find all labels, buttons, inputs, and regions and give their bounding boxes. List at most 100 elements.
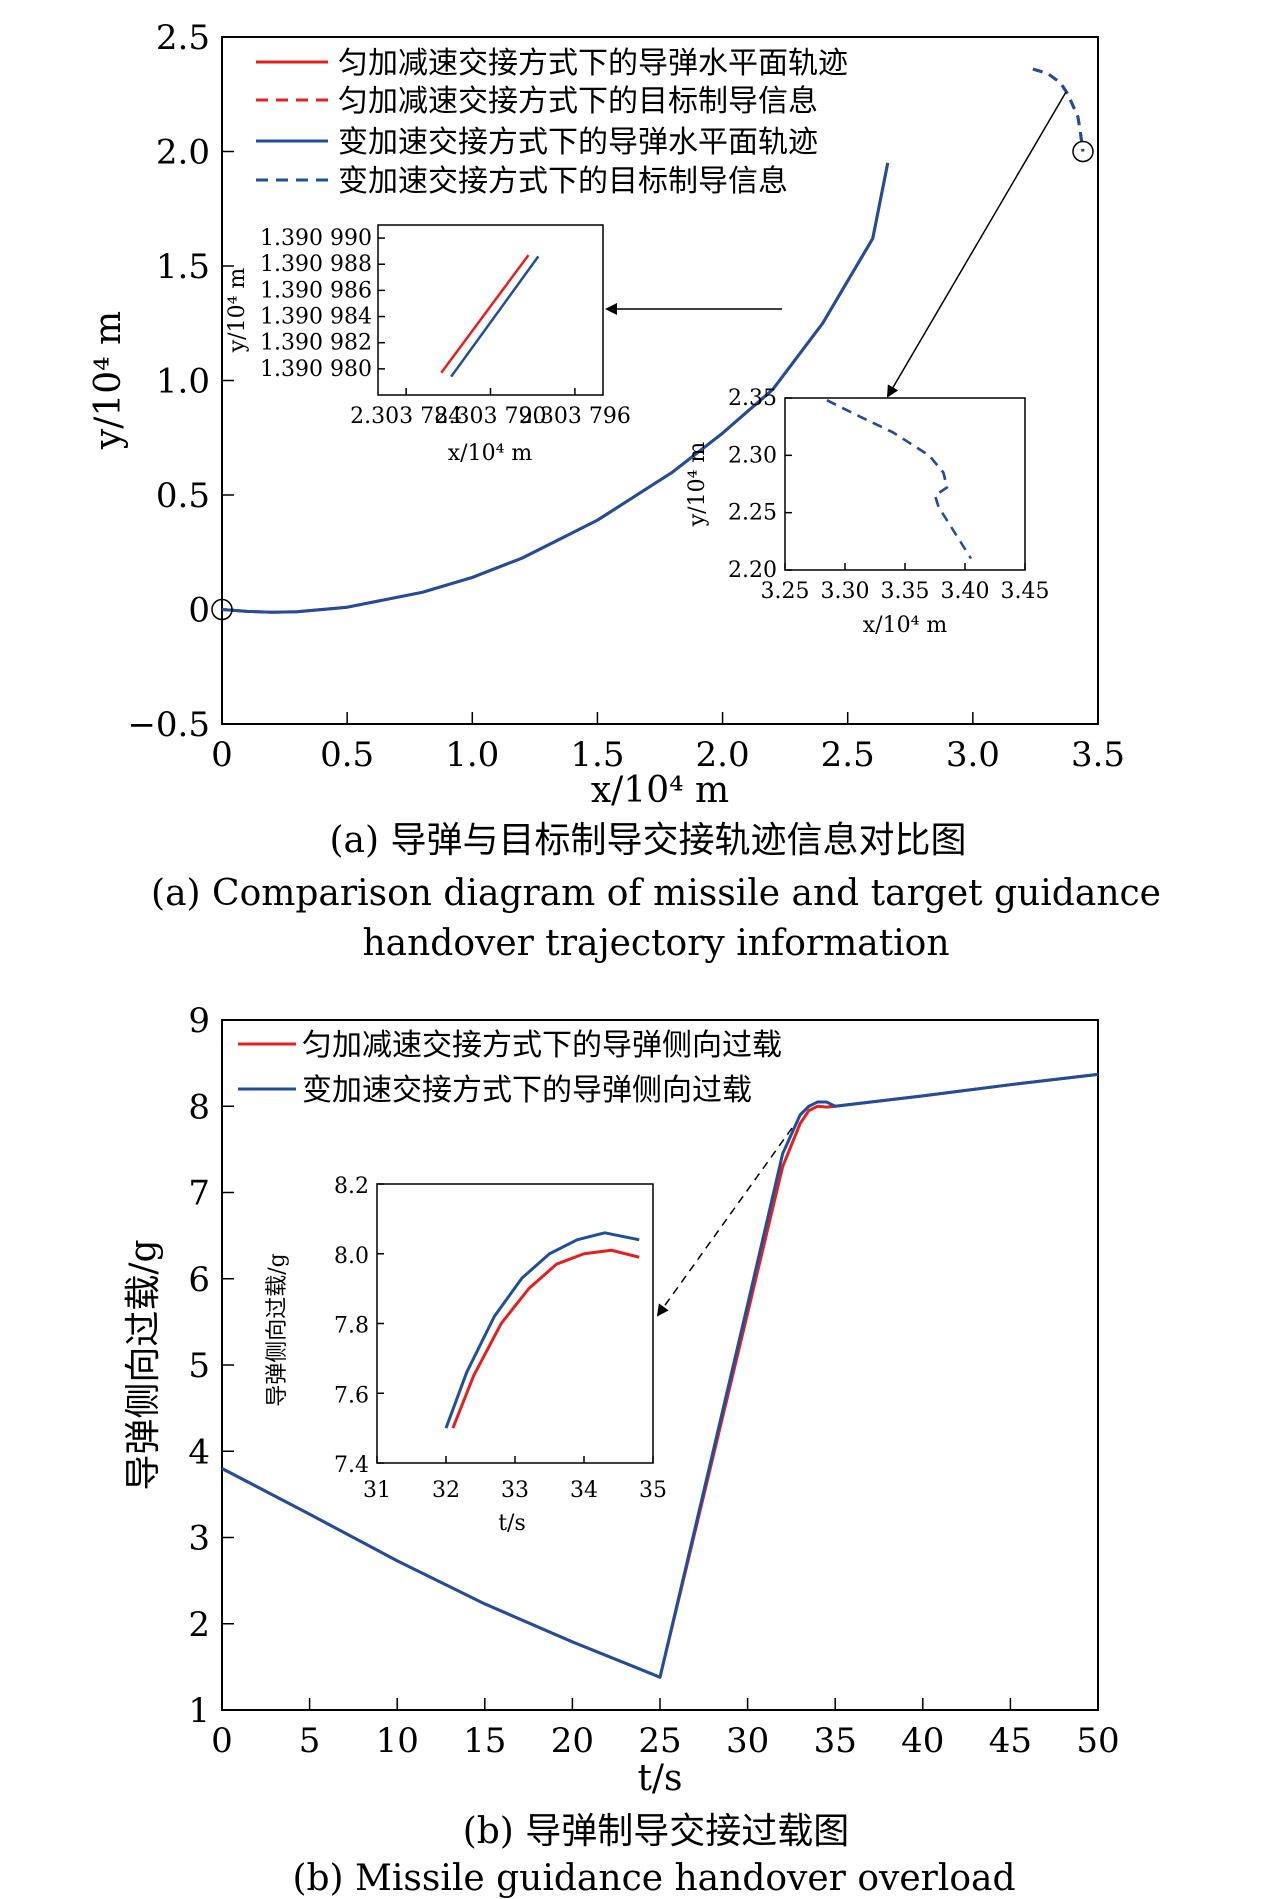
x-tick-label: 10 [376,1721,419,1761]
y-tick-label: 6 [188,1260,210,1300]
inset-series [826,399,973,560]
inset-x-tick-label: 3.25 [761,579,810,604]
inset-x-tick-label: 32 [432,1478,460,1503]
x-tick-label: 35 [814,1721,857,1761]
x-tick-label: 1.0 [445,735,499,775]
caption-a-chinese: (a) 导弹与目标制导交接轨迹信息对比图 [330,820,967,861]
x-tick-label: 25 [638,1721,681,1761]
inset-zoom-overload: 31 32 33 34 35 7.4 7.6 7.8 8.0 8.2 t/s 导弹侧向过载/g [265,1174,667,1536]
inset-x-tick-label: 3.30 [821,579,870,604]
x-tick-label: 3.5 [1071,735,1125,775]
inset-x-tick-label: 3.40 [941,579,990,604]
inset-x-axis-label: t/s [498,1511,526,1536]
y-tick-label: 2.0 [156,133,210,173]
inset-ticks: 31 32 33 34 35 7.4 7.6 7.8 8.0 8.2 [334,1174,667,1503]
inset-series [440,254,540,378]
y-tick-label: 5 [188,1346,210,1386]
legend-label: 匀加减速交接方式下的导弹水平面轨迹 [338,46,848,81]
inset-x-tick-label: 3.35 [881,579,930,604]
inset-y-tick-label: 2.35 [728,386,777,411]
inset-frame [784,397,1026,571]
inset-y-axis-label: 导弹侧向过载/g [265,1253,290,1407]
inset-y-tick-label: 7.4 [334,1453,369,1478]
inset-series [444,1231,640,1429]
caption-b-english: (b) Missile guidance handover overload [292,1858,1015,1899]
legend-label: 变加速交接方式下的导弹水平面轨迹 [338,125,818,160]
series-line [1032,67,1085,152]
inset-y-tick-label: 7.8 [334,1314,369,1339]
inset-y-axis-label: y/10⁴ m [225,268,250,354]
inset-zoom-target: 3.25 3.30 3.35 3.40 3.45 2.20 2.25 2.30 2.35 x/1… [685,386,1049,638]
inset-x-tick-label: 34 [570,1478,598,1503]
inset-x-axis-label: x/10⁴ m [448,441,533,466]
x-tick-label: 15 [463,1721,506,1761]
x-tick-label: 40 [901,1721,944,1761]
inset-x-tick-label: 35 [639,1478,667,1503]
inset-series-line [440,254,530,374]
inset-x-tick-label: 31 [363,1478,391,1503]
y-tick-label: 4 [188,1432,210,1472]
x-tick-label: 0 [211,735,233,775]
inset-y-tick-label: 8.2 [334,1174,369,1199]
x-axis-label: x/10⁴ m [591,770,729,811]
inset-y-tick-label: 2.20 [728,558,777,583]
inset-series-line [450,255,540,378]
caption-a-english-1: (a) Comparison diagram of missile and ta… [151,873,1161,914]
legend: 匀加减速交接方式下的导弹侧向过载 变加速交接方式下的导弹侧向过载 [238,1028,782,1108]
y-tick-label: 8 [188,1087,210,1127]
series-group [221,1072,1099,1679]
caption-a-english-2: handover trajectory information [362,923,949,964]
pointer-arrow [656,1127,793,1317]
series-line [1032,67,1085,152]
x-tick-label: 30 [726,1721,769,1761]
x-axis-label: t/s [637,1758,682,1799]
caption-b-chinese: (b) 导弹制导交接过载图 [463,1811,850,1852]
marker-circles [211,140,1094,621]
legend-label: 变加速交接方式下的目标制导信息 [338,164,788,199]
y-tick-label: 1 [188,1691,210,1731]
y-tick-label: 3 [188,1519,210,1559]
x-tick-label: 0 [211,1721,233,1761]
inset-x-tick-label: 33 [501,1478,529,1503]
y-tick-label: 1.0 [156,362,210,402]
inset-y-tick-label: 8.0 [334,1244,369,1269]
inset-y-tick-label: 1.390 982 [260,331,372,356]
y-tick-label: 7 [188,1174,210,1214]
inset-x-tick-label: 2.303 784 [350,404,462,429]
y-tick-label: 9 [188,1001,210,1041]
x-tick-label: 2.0 [696,735,750,775]
marker-circle [1072,140,1094,163]
inset-y-tick-label: 2.25 [728,501,777,526]
pointer-arrow [886,91,1067,398]
y-tick-label: 1.5 [156,247,210,287]
series-line [221,162,890,614]
legend-label: 变加速交接方式下的导弹侧向过载 [302,1073,752,1108]
inset-y-tick-label: 1.390 990 [260,226,372,251]
y-axis-label: y/10⁴ m [88,311,129,450]
inset-y-tick-label: 1.390 988 [260,252,372,277]
inset-x-tick-label: 2.303 790 [435,404,547,429]
inset-y-tick-label: 1.390 980 [260,357,372,382]
x-tick-label: 0.5 [320,735,374,775]
inset-frame [376,1183,654,1464]
y-tick-label: −0.5 [127,705,210,745]
axis-ticks: 0 0.5 1.0 1.5 2.0 2.5 3.0 3.5−0.500.51.01.52.02… [127,18,1125,775]
y-axis-label: 导弹侧向过载/g [123,1239,164,1490]
legend-label: 匀加减速交接方式下的目标制导信息 [338,84,818,119]
inset-x-tick-label: 3.45 [1001,579,1050,604]
inset-x-tick-label: 2.303 796 [519,404,631,429]
legend: 匀加减速交接方式下的导弹水平面轨迹 匀加减速交接方式下的目标制导信息 变加速交接… [256,46,848,199]
x-tick-label: 5 [299,1721,321,1761]
inset-ticks: 3.25 3.30 3.35 3.40 3.45 2.20 2.25 2.30 2.35 [728,386,1049,604]
y-tick-label: 2 [188,1605,210,1645]
y-tick-label: 0 [188,591,210,631]
x-tick-label: 45 [989,1721,1032,1761]
inset-series-line [444,1231,640,1429]
y-tick-label: 2.5 [156,18,210,58]
inset-x-axis-label: x/10⁴ m [863,613,948,638]
